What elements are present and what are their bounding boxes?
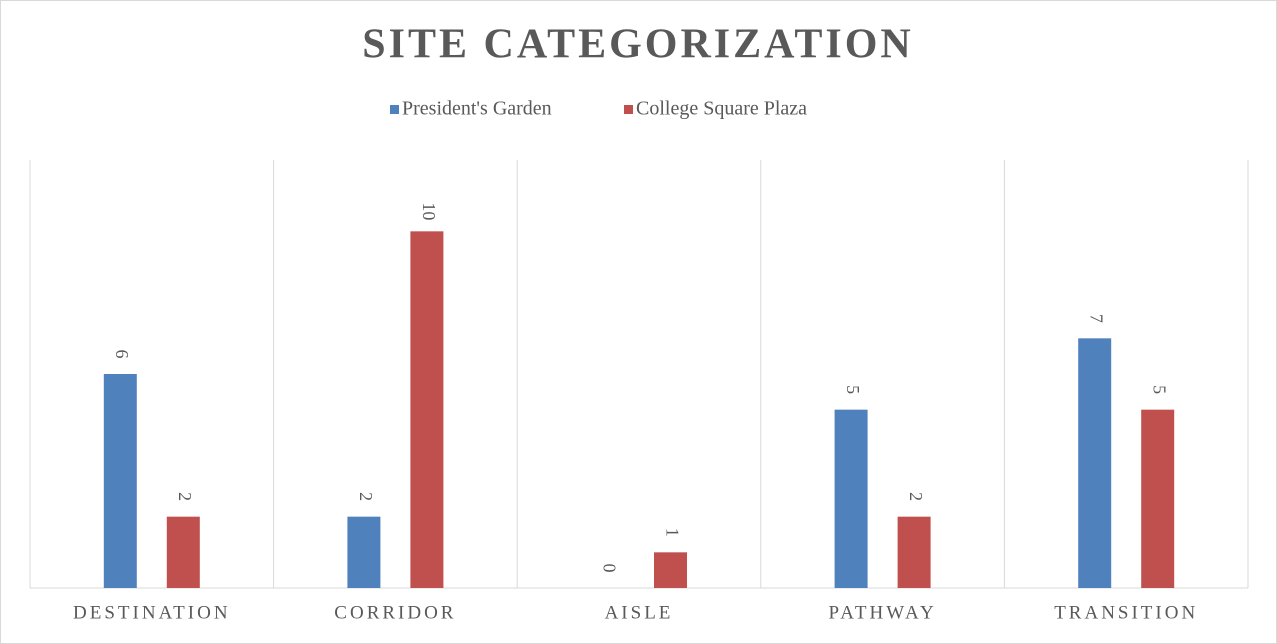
legend-label: College Square Plaza: [636, 98, 807, 120]
bar: [1078, 338, 1112, 588]
bar: [166, 516, 200, 588]
chart-title: SITE CATEGORIZATION: [362, 22, 913, 68]
bar: [1141, 409, 1175, 588]
value-label: 5: [843, 385, 863, 394]
legend-swatch: [390, 105, 399, 114]
x-tick-label: DESTINATION: [73, 602, 231, 623]
x-tick-label: PATHWAY: [828, 602, 936, 623]
bar: [834, 409, 868, 588]
value-label: 1: [662, 528, 682, 537]
x-tick-label: CORRIDOR: [334, 602, 456, 623]
value-label: 2: [175, 492, 195, 501]
bar: [347, 516, 381, 588]
bar: [410, 231, 444, 589]
value-label: 2: [356, 492, 376, 501]
bar: [897, 516, 931, 588]
value-label: 7: [1087, 314, 1107, 323]
legend-swatch: [624, 105, 633, 114]
bar: [103, 374, 137, 588]
x-tick-label: AISLE: [605, 602, 674, 623]
legend-label: President's Garden: [402, 98, 552, 120]
value-label: 2: [906, 492, 926, 501]
value-label: 5: [1150, 385, 1170, 394]
value-label: 10: [419, 202, 439, 220]
bar: [654, 552, 687, 588]
x-tick-label: TRANSITION: [1054, 602, 1198, 623]
value-label: 0: [599, 564, 619, 573]
value-label: 6: [112, 350, 132, 359]
